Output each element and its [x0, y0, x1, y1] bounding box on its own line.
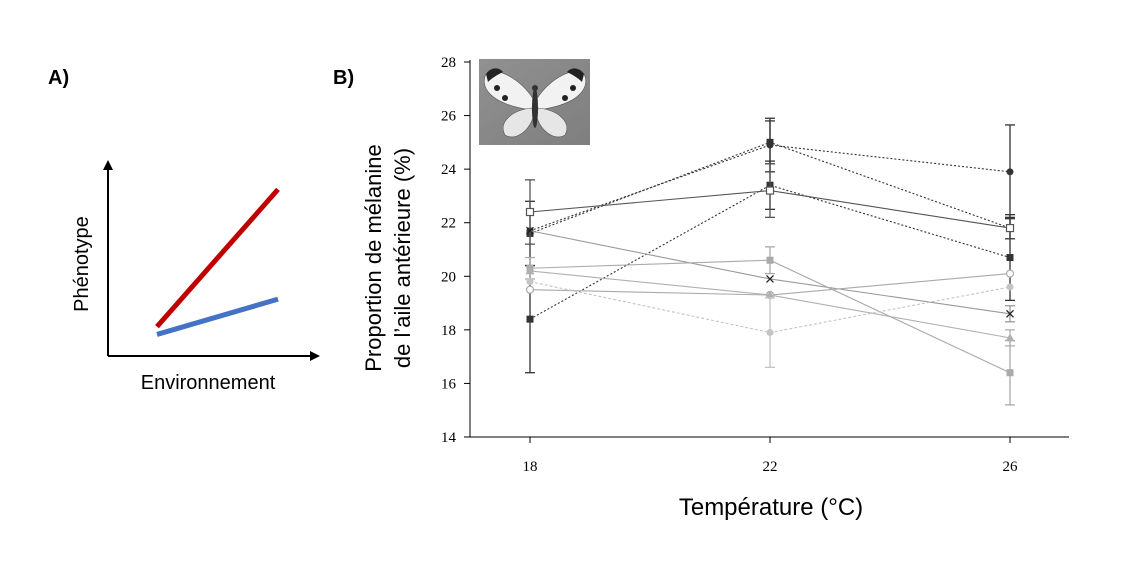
- grey-triangle-marker: [765, 290, 775, 299]
- filled-square-line: [529, 184, 1011, 320]
- panel-a-xlabel: Environnement: [141, 372, 276, 394]
- y-axis-label-line1: Proportion de mélanine: [361, 144, 386, 371]
- cross-x-marker: [526, 226, 534, 235]
- y-tick-label: 24: [441, 162, 457, 178]
- panel-b-label: B): [333, 67, 354, 89]
- grey-circle-marker: [1006, 283, 1014, 291]
- butterfly-photo: [479, 59, 590, 145]
- series-grey-circle: [526, 278, 1014, 369]
- blue-reaction-norm: [156, 296, 279, 337]
- open-square-marker: [765, 186, 775, 195]
- y-tick-label: 26: [441, 109, 457, 125]
- cross-x-marker: [766, 275, 774, 283]
- y-tick-label: 22: [441, 216, 456, 232]
- panel-a-label: A): [48, 67, 69, 89]
- grey-circle-marker: [766, 329, 774, 337]
- filled-circle-marker: [1006, 168, 1014, 176]
- open-square-marker: [525, 207, 535, 217]
- panel-b: B) Proportion de mélanine de l’aile anté…: [333, 55, 1069, 521]
- grey-triangle-marker: [1005, 333, 1015, 342]
- x-tick-label: 26: [1003, 459, 1019, 475]
- series-layer: [525, 117, 1015, 406]
- filled-square-2-marker: [766, 138, 774, 146]
- grey-triangle-marker: [525, 266, 535, 275]
- series-cross-x: [526, 226, 1015, 323]
- y-tick-label: 28: [441, 55, 456, 71]
- y-tick-label: 18: [441, 323, 456, 339]
- filled-square-marker: [1006, 254, 1014, 262]
- y-tick-label: 14: [441, 430, 457, 446]
- grey-square-marker: [1006, 369, 1014, 377]
- filled-circle-line: [529, 144, 1011, 232]
- panel-a: A) Phénotype Environnement: [48, 67, 320, 394]
- grey-square-marker: [766, 256, 774, 264]
- filled-square-marker: [526, 315, 534, 323]
- grey-circle-marker: [526, 278, 534, 286]
- y-tick-label: 16: [441, 376, 457, 392]
- panel-a-x-arrow-icon: [310, 351, 320, 361]
- x-ticks: 18 22 26: [523, 437, 1019, 475]
- red-reaction-norm: [155, 187, 280, 329]
- open-circle-marker: [1005, 269, 1015, 278]
- x-tick-label: 18: [523, 459, 538, 475]
- x-axis-label: Température (°C): [679, 494, 863, 521]
- panel-a-y-arrow-icon: [103, 160, 113, 170]
- y-tick-label: 20: [441, 269, 456, 285]
- open-square-marker: [1005, 223, 1015, 233]
- cross-x-marker: [1006, 309, 1014, 318]
- panel-a-ylabel: Phénotype: [71, 216, 93, 312]
- x-tick-label: 22: [763, 459, 778, 475]
- y-ticks: 14 16 18 20 22 24 26 28: [441, 55, 470, 446]
- series-open-square: [525, 163, 1015, 245]
- open-circle-marker: [525, 285, 535, 294]
- y-axis-label-line2: de l’aile antérieure (%): [390, 148, 415, 368]
- series-grey-triangle: [525, 266, 1015, 347]
